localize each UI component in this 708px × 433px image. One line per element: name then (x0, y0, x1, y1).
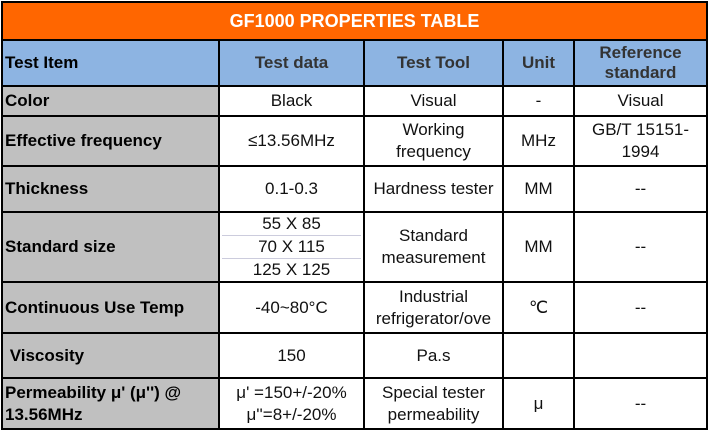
item-cell: Permeability μ' (μ'') @ 13.56MHz (1, 377, 220, 430)
item-cell: Standard size (1, 211, 220, 283)
table-row: Continuous Use Temp -40~80°C Industrial … (1, 281, 708, 334)
tool-cell: Hardness tester (363, 165, 504, 213)
tool-cell: Pa.s (363, 332, 504, 379)
item-cell: Effective frequency (1, 115, 220, 167)
data-cell: 150 (218, 332, 365, 379)
ref-cell: -- (572, 281, 708, 334)
data-cell: ≤13.56MHz (218, 115, 365, 167)
data-cell: Black (218, 85, 365, 117)
table-row: Viscosity 150 Pa.s (1, 332, 708, 379)
table-row: Effective frequency ≤13.56MHz Working fr… (1, 115, 708, 167)
item-cell: Thickness (1, 165, 220, 213)
permeability-imag: μ''=8+/-20% (246, 404, 337, 424)
header-test-tool: Test Tool (363, 39, 504, 87)
ref-cell (572, 332, 708, 379)
table-title: GF1000 PROPERTIES TABLE (0, 1, 708, 41)
ref-cell: GB/T 15151-1994 (572, 115, 708, 167)
data-cell: 55 X 85 70 X 115 125 X 125 (218, 211, 365, 283)
data-cell: -40~80°C (218, 281, 365, 334)
ref-cell: Visual (572, 85, 708, 117)
ref-cell: -- (572, 377, 708, 430)
tool-cell: Industrial refrigerator/ove (363, 281, 504, 334)
ref-cell: -- (572, 211, 708, 283)
table-row: Standard size 55 X 85 70 X 115 125 X 125… (1, 211, 708, 283)
table-row: Color Black Visual - Visual (1, 85, 708, 117)
item-cell: Continuous Use Temp (1, 281, 220, 334)
header-test-data: Test data (218, 39, 365, 87)
table-row: Thickness 0.1-0.3 Hardness tester MM -- (1, 165, 708, 213)
size-line: 55 X 85 (222, 213, 361, 236)
header-unit: Unit (502, 39, 575, 87)
header-test-item: Test Item (1, 39, 220, 87)
data-cell: μ' =150+/-20% μ''=8+/-20% (218, 377, 365, 430)
data-cell: 0.1-0.3 (218, 165, 365, 213)
permeability-real: μ' =150+/-20% (236, 382, 347, 402)
unit-cell: MM (502, 211, 575, 283)
item-cell: Color (1, 85, 220, 117)
size-line: 125 X 125 (252, 260, 331, 279)
unit-cell: - (502, 85, 575, 117)
unit-cell (502, 332, 575, 379)
tool-cell: Standard measurement (363, 211, 504, 283)
unit-cell: MM (502, 165, 575, 213)
item-cell: Viscosity (1, 332, 220, 379)
table-row: Permeability μ' (μ'') @ 13.56MHz μ' =150… (1, 377, 708, 430)
header-reference: Reference standard (572, 39, 708, 87)
tool-cell: Special tester permeability (363, 377, 504, 430)
unit-cell: ℃ (502, 281, 575, 334)
tool-cell: Visual (363, 85, 504, 117)
size-line: 70 X 115 (222, 236, 361, 259)
unit-cell: MHz (502, 115, 575, 167)
unit-cell: μ (502, 377, 575, 430)
tool-cell: Working frequency (363, 115, 504, 167)
ref-cell: -- (572, 165, 708, 213)
